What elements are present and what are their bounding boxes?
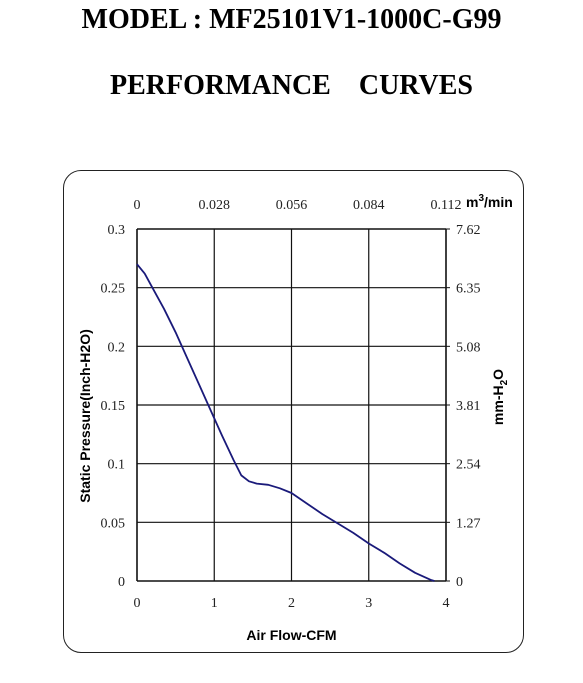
y-axis-label: Static Pressure(Inch-H2O) — [77, 329, 93, 503]
performance-curves-title: PERFORMANCE CURVES — [109, 70, 473, 101]
chart-frame — [63, 170, 524, 653]
x2-tick-label: 0.028 — [199, 198, 231, 213]
x-tick-label: 3 — [365, 596, 372, 611]
chart-grid — [136, 228, 450, 582]
y2-axis-label: mm-H2O — [490, 369, 510, 425]
x-tick-label: 2 — [288, 596, 295, 611]
y2-tick-label: 3.81 — [456, 399, 481, 414]
y2-tick-label: 1.27 — [456, 516, 481, 531]
x2-tick-label: 0.112 — [431, 198, 462, 213]
x2-tick-label: 0.084 — [353, 198, 385, 213]
y2-tick-label: 2.54 — [456, 458, 481, 473]
x-axis-label: Air Flow-CFM — [246, 627, 336, 643]
y2-tick-label: 6.35 — [456, 282, 481, 297]
y2-tick-label: 0 — [456, 575, 463, 590]
y-tick-label: 0.05 — [101, 516, 126, 531]
x-tick-label: 4 — [443, 596, 450, 611]
y-tick-label: 0.2 — [108, 340, 126, 355]
y-tick-label: 0.25 — [101, 282, 126, 297]
x-tick-label: 1 — [211, 596, 218, 611]
x2-tick-label: 0 — [134, 198, 141, 213]
x2-tick-label: 0.056 — [276, 198, 308, 213]
y-tick-label: 0.1 — [108, 458, 126, 473]
y2-tick-label: 7.62 — [456, 223, 481, 238]
x-tick-label: 0 — [134, 596, 141, 611]
y-tick-label: 0 — [118, 575, 125, 590]
y2-tick-label: 5.08 — [456, 340, 481, 355]
model-title: MODEL : MF25101V1-1000C-G99 — [81, 4, 502, 35]
x2-axis-label: m3/min — [466, 193, 513, 210]
tick-labels: 0 1 2 3 40 0.028 0.056 0.084 0.11200.050.10.150.… — [101, 198, 481, 611]
series-layer — [136, 263, 435, 582]
series-line-0 — [136, 263, 435, 582]
y-tick-label: 0.3 — [108, 223, 126, 238]
y-tick-label: 0.15 — [101, 399, 126, 414]
